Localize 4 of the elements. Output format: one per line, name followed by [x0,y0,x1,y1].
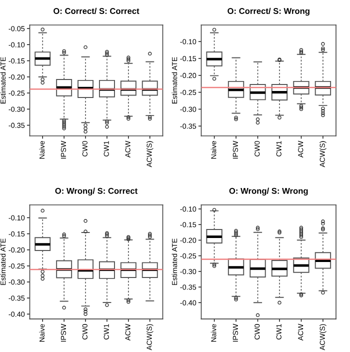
chart-title: O: Correct/ S: Wrong [228,8,310,16]
chart-title: O: Wrong/ S: Wrong [229,188,308,196]
chart-title: O: Wrong/ S: Correct [55,188,138,196]
chart-title: O: Correct/ S: Correct [54,8,140,14]
